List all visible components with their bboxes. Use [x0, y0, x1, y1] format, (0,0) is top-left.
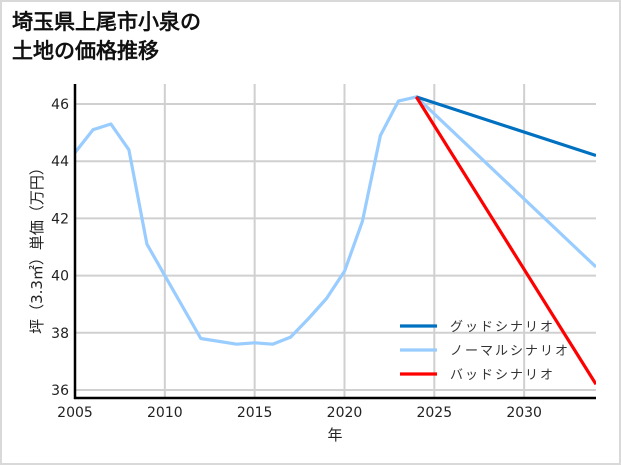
data-lines [75, 95, 596, 386]
x-tick-label: 2015 [237, 405, 273, 421]
x-tick-label: 2025 [416, 405, 452, 421]
x-axis-label: 年 [327, 426, 342, 444]
legend-label: バッドシナリオ [450, 368, 555, 383]
x-tick-label: 2020 [327, 405, 363, 421]
legend-label: グッドシナリオ [450, 320, 555, 335]
y-tick-label: 42 [51, 211, 69, 227]
y-tick-label: 44 [51, 154, 69, 170]
chart-title: 埼玉県上尾市小泉の 土地の価格推移 [12, 8, 201, 66]
axes [73, 84, 596, 400]
y-axis-label: 坪（3.3㎡）単価（万円） [28, 160, 46, 334]
legend-label: ノーマルシナリオ [450, 344, 570, 359]
y-tick-label: 38 [51, 326, 69, 342]
tick-labels: 2005 2010 2015 2020 2025 2030 36 38 40 42 44 46 [51, 97, 542, 421]
x-tick-label: 2010 [147, 405, 183, 421]
series-line [75, 95, 596, 346]
chart-title-line2: 土地の価格推移 [12, 39, 159, 63]
gridlines [75, 84, 596, 398]
chart-title-line1: 埼玉県上尾市小泉の [12, 10, 201, 34]
series-line [415, 95, 596, 158]
x-tick-label: 2005 [57, 405, 93, 421]
y-tick-label: 40 [51, 269, 69, 285]
x-tick-label: 2030 [506, 405, 542, 421]
series-line [414, 96, 596, 386]
y-tick-label: 36 [51, 383, 69, 399]
y-tick-label: 46 [51, 97, 69, 113]
